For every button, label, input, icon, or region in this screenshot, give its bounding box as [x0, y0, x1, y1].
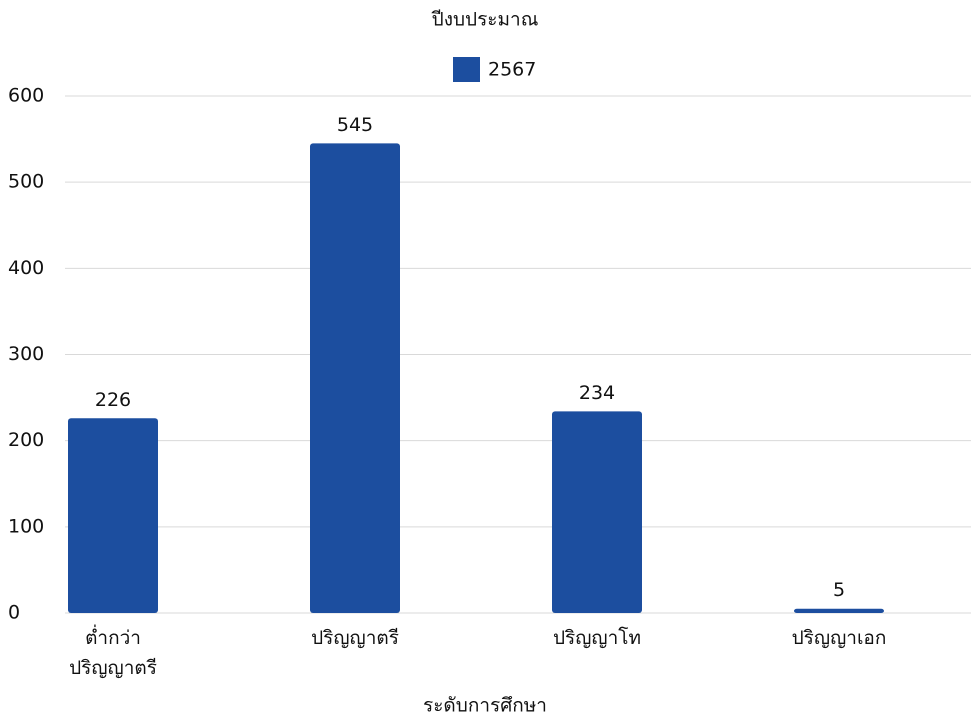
bar	[552, 411, 642, 613]
x-tick-label: ต่ำกว่าปริญญาตรี	[69, 624, 157, 679]
y-tick-label: 100	[8, 515, 44, 537]
data-label: 226	[95, 389, 131, 411]
data-label: 5	[833, 579, 845, 601]
legend-label: 2567	[488, 59, 536, 81]
x-tick-label: ปริญญาโท	[553, 626, 641, 649]
y-tick-label: 500	[8, 171, 44, 193]
y-tick-label: 600	[8, 85, 44, 107]
x-axis-label: ระดับการศึกษา	[423, 695, 547, 717]
y-tick-label: 400	[8, 257, 44, 279]
data-label: 545	[337, 114, 373, 136]
x-tick-label: ปริญญาตรี	[311, 627, 399, 649]
y-tick-label: 0	[8, 602, 20, 624]
chart-title: ปีงบประมาณ	[431, 9, 538, 31]
y-tick-label: 200	[8, 429, 44, 451]
x-tick-label: ปริญญาเอก	[792, 627, 887, 649]
bar	[794, 608, 884, 613]
bar	[68, 418, 158, 613]
data-label: 234	[579, 382, 615, 404]
legend-swatch	[453, 57, 480, 82]
bar	[310, 143, 400, 613]
y-tick-label: 300	[8, 343, 44, 365]
